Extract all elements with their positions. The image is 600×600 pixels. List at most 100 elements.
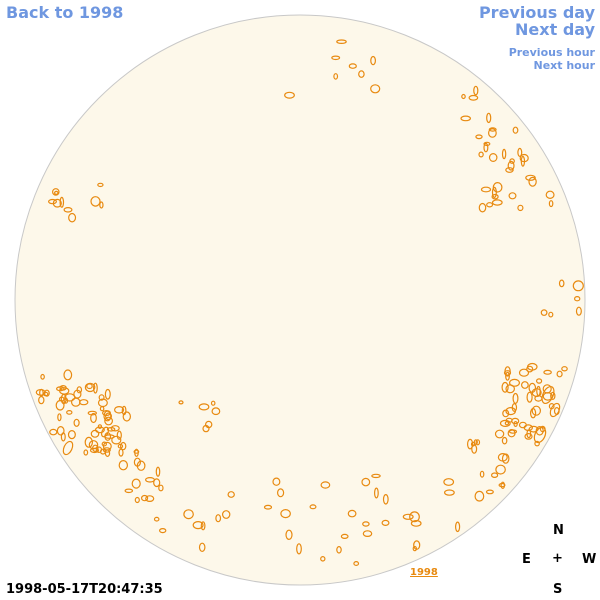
contour-mark (575, 306, 582, 316)
compass-west-label: W (582, 552, 597, 567)
contour-mark (90, 429, 100, 438)
contour-mark (483, 142, 489, 153)
contour-mark (501, 381, 509, 393)
contour-mark (272, 477, 281, 486)
contour-mark (92, 382, 98, 394)
contour-mark (491, 472, 499, 479)
contour-mark (525, 174, 536, 181)
contour-mark (491, 186, 497, 198)
contour-mark (505, 407, 516, 416)
contour-mark (155, 466, 161, 477)
year-link[interactable]: 1998 (410, 567, 438, 578)
contour-mark (63, 397, 69, 404)
contour-mark (528, 176, 537, 187)
contour-mark (284, 91, 295, 99)
contour-mark (517, 204, 524, 212)
contour-mark (40, 373, 45, 380)
contour-mark (56, 425, 65, 436)
contour-mark (374, 487, 379, 499)
contour-mark (73, 389, 82, 399)
contour-mark (103, 410, 112, 422)
contour-mark (518, 368, 530, 377)
contour-mark (556, 370, 563, 378)
contour-mark (131, 478, 141, 489)
contour-mark (124, 488, 134, 494)
contour-mark (210, 400, 216, 406)
contour-mark (488, 153, 498, 163)
contour-mark (478, 151, 484, 158)
contour-mark (198, 542, 206, 553)
contour-mark (104, 416, 113, 426)
previous-day-link[interactable]: Previous day (478, 3, 595, 22)
contour-mark (309, 504, 317, 510)
contour-mark (501, 436, 508, 445)
contour-loop (541, 385, 555, 405)
contour-mark (361, 477, 371, 487)
contour-mark (88, 440, 99, 450)
contour-mark (263, 504, 273, 510)
contour-mark (412, 545, 417, 552)
contour-mark (111, 435, 122, 445)
contour-mark (548, 200, 554, 208)
contour-mark (526, 362, 538, 371)
contour-mark (134, 496, 140, 504)
contour-mark (97, 182, 104, 188)
contour-mark (280, 508, 291, 519)
contour-mark (370, 55, 377, 66)
contour-mark (49, 428, 58, 436)
contour-mark (221, 510, 231, 519)
previous-hour-link[interactable]: Previous hour (508, 46, 595, 59)
next-day-link[interactable]: Next day (515, 20, 595, 39)
contour-mark (133, 449, 140, 454)
contour-loop (100, 426, 110, 438)
next-hour-link[interactable]: Next hour (533, 59, 596, 72)
contour-mark (540, 309, 548, 316)
contour-mark (198, 403, 210, 411)
magnetic-contours (35, 39, 584, 566)
contour-mark (455, 521, 461, 533)
contour-mark (183, 509, 194, 520)
contour-mark (444, 489, 455, 496)
contour-mark (443, 478, 455, 486)
contour-mark (133, 457, 141, 467)
observation-timestamp: 1998-05-17T20:47:35 (6, 582, 163, 597)
contour-mark (474, 490, 485, 502)
contour-mark (158, 484, 164, 492)
contour-mark (55, 386, 65, 392)
contour-mark (227, 491, 235, 498)
contour-mark (102, 447, 111, 453)
contour-mark (517, 147, 523, 157)
contour-mark (87, 410, 98, 416)
solar-disk (14, 14, 586, 586)
contour-mark (102, 441, 112, 451)
contour-loop (549, 402, 561, 418)
back-to-year-link[interactable]: Back to 1998 (6, 3, 124, 22)
contour-mark (467, 438, 474, 450)
contour-mark (511, 417, 520, 425)
contour-mark (512, 126, 519, 134)
contour-mark (95, 446, 103, 454)
contour-mark (118, 448, 124, 457)
contour-mark (340, 533, 349, 540)
contour-mark (336, 545, 342, 554)
compass-center-mark: + (552, 551, 563, 566)
contour-mark (200, 521, 206, 531)
contour-mark (73, 418, 80, 427)
contour-mark (63, 369, 73, 381)
contour-mark (542, 384, 552, 394)
contour-mark (470, 441, 476, 447)
contour-mark (523, 424, 534, 432)
contour-mark (101, 441, 108, 447)
contour-mark (488, 128, 497, 138)
contour-mark (192, 520, 204, 530)
contour-mark (491, 199, 503, 206)
contour-mark (215, 514, 222, 523)
contour-mark (362, 521, 370, 527)
contour-mark (178, 400, 184, 405)
contour-mark (558, 279, 565, 288)
contour-mark (277, 488, 285, 498)
contour-mark (486, 202, 494, 208)
contour-mark (99, 406, 105, 412)
contour-mark (63, 207, 73, 213)
